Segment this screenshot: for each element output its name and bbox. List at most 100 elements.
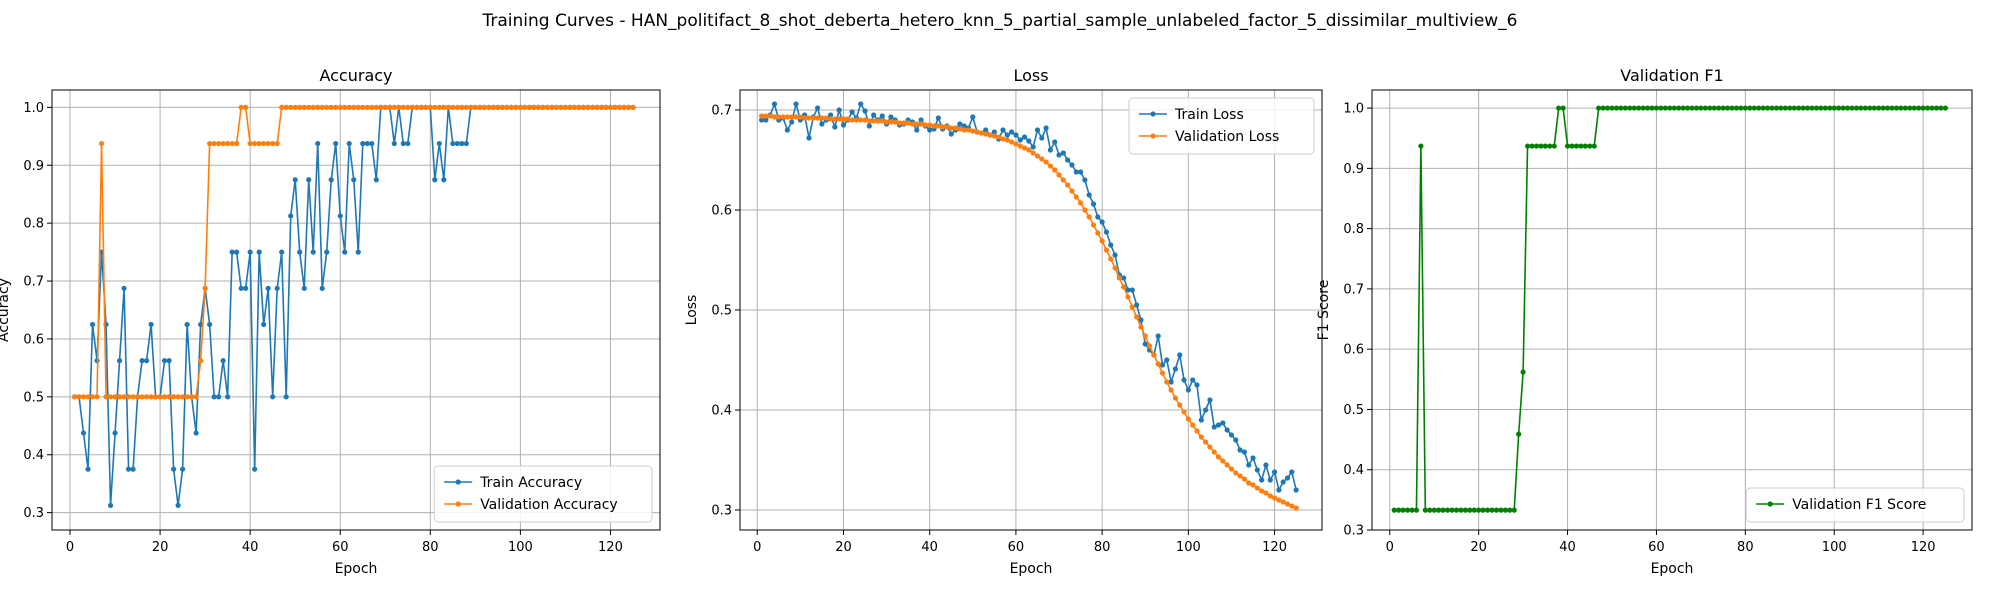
data-point: [1564, 143, 1571, 149]
data-point: [1284, 501, 1291, 507]
data-point: [1818, 105, 1824, 111]
data-point: [436, 140, 442, 147]
data-point: [948, 131, 954, 137]
data-point: [1458, 507, 1464, 513]
data-point: [1112, 252, 1118, 258]
data-point: [1640, 105, 1646, 111]
data-point: [256, 249, 262, 255]
data-point: [1228, 466, 1235, 472]
data-point: [387, 104, 393, 110]
data-point: [948, 125, 954, 131]
data-point: [1267, 477, 1273, 483]
y-tick-label: 0.5: [711, 304, 732, 319]
y-tick-label: 1.0: [1343, 102, 1364, 117]
data-point: [279, 104, 285, 110]
data-point: [432, 177, 438, 183]
y-tick-label: 0.8: [23, 217, 44, 232]
data-point: [1259, 488, 1265, 494]
data-point: [166, 358, 172, 364]
data-point: [1082, 177, 1088, 183]
data-point: [1551, 143, 1557, 149]
data-point: [180, 466, 186, 472]
data-point: [360, 104, 366, 110]
y-tick-label: 0.3: [1343, 524, 1364, 539]
data-point: [355, 249, 361, 255]
x-axis-label: Epoch: [1010, 561, 1053, 577]
data-point: [513, 104, 519, 110]
data-point: [315, 140, 321, 147]
data-point: [914, 127, 920, 133]
data-point: [1893, 105, 1900, 111]
data-point: [1591, 143, 1597, 149]
data-point: [364, 104, 370, 110]
data-point: [879, 113, 885, 119]
data-point: [1004, 132, 1010, 138]
data-point: [1440, 507, 1446, 513]
data-point: [1246, 462, 1252, 468]
data-point: [1220, 458, 1226, 464]
data-point: [481, 104, 487, 110]
data-point: [1103, 247, 1110, 253]
data-point: [297, 104, 303, 110]
data-point: [148, 394, 154, 400]
data-point: [771, 114, 778, 120]
x-tick-label: 80: [1094, 540, 1111, 555]
data-point: [1653, 105, 1660, 111]
data-point: [116, 358, 123, 364]
data-point: [1760, 105, 1766, 111]
legend-swatch-marker: [1150, 133, 1156, 139]
data-point: [1613, 105, 1620, 111]
data-point: [1693, 105, 1700, 111]
data-point: [1185, 387, 1191, 393]
x-tick-label: 0: [66, 540, 74, 555]
data-point: [1121, 275, 1127, 281]
data-point: [849, 117, 855, 123]
data-point: [1493, 507, 1500, 513]
data-point: [1103, 229, 1110, 235]
data-point: [1787, 105, 1793, 111]
data-point: [107, 502, 114, 508]
data-point: [892, 119, 898, 125]
data-point: [1676, 105, 1682, 111]
data-point: [441, 104, 447, 110]
data-point: [198, 358, 204, 364]
data-point: [369, 104, 375, 110]
data-point: [1134, 314, 1140, 320]
data-point: [776, 114, 782, 120]
data-point: [1578, 143, 1584, 149]
x-tick-label: 60: [332, 540, 349, 555]
data-point: [1876, 105, 1882, 111]
data-point: [1680, 105, 1686, 111]
data-point: [819, 121, 825, 127]
data-point: [1017, 143, 1023, 149]
data-point: [1924, 105, 1931, 111]
legend-swatch-marker: [455, 479, 461, 485]
data-point: [499, 104, 505, 110]
data-point: [427, 104, 433, 110]
data-point: [1462, 507, 1468, 513]
data-point: [1476, 507, 1482, 513]
data-point: [758, 113, 765, 119]
data-point: [1400, 507, 1406, 513]
data-point: [970, 128, 976, 134]
data-point: [220, 358, 226, 364]
data-point: [1280, 499, 1286, 505]
x-axis-label: Epoch: [335, 561, 378, 577]
data-point: [1047, 163, 1053, 169]
data-point: [1077, 169, 1084, 175]
y-tick-label: 0.4: [23, 448, 44, 463]
data-point: [405, 104, 411, 110]
data-point: [1129, 304, 1135, 310]
data-point: [1112, 265, 1118, 271]
data-point: [130, 466, 136, 472]
x-tick-label: 40: [921, 540, 938, 555]
data-point: [1684, 105, 1691, 111]
data-point: [247, 140, 253, 147]
data-point: [819, 115, 825, 121]
data-point: [450, 140, 456, 147]
data-point: [76, 394, 82, 400]
data-point: [234, 140, 240, 147]
data-point: [247, 249, 253, 255]
data-point: [1280, 479, 1286, 485]
data-point: [1689, 105, 1695, 111]
